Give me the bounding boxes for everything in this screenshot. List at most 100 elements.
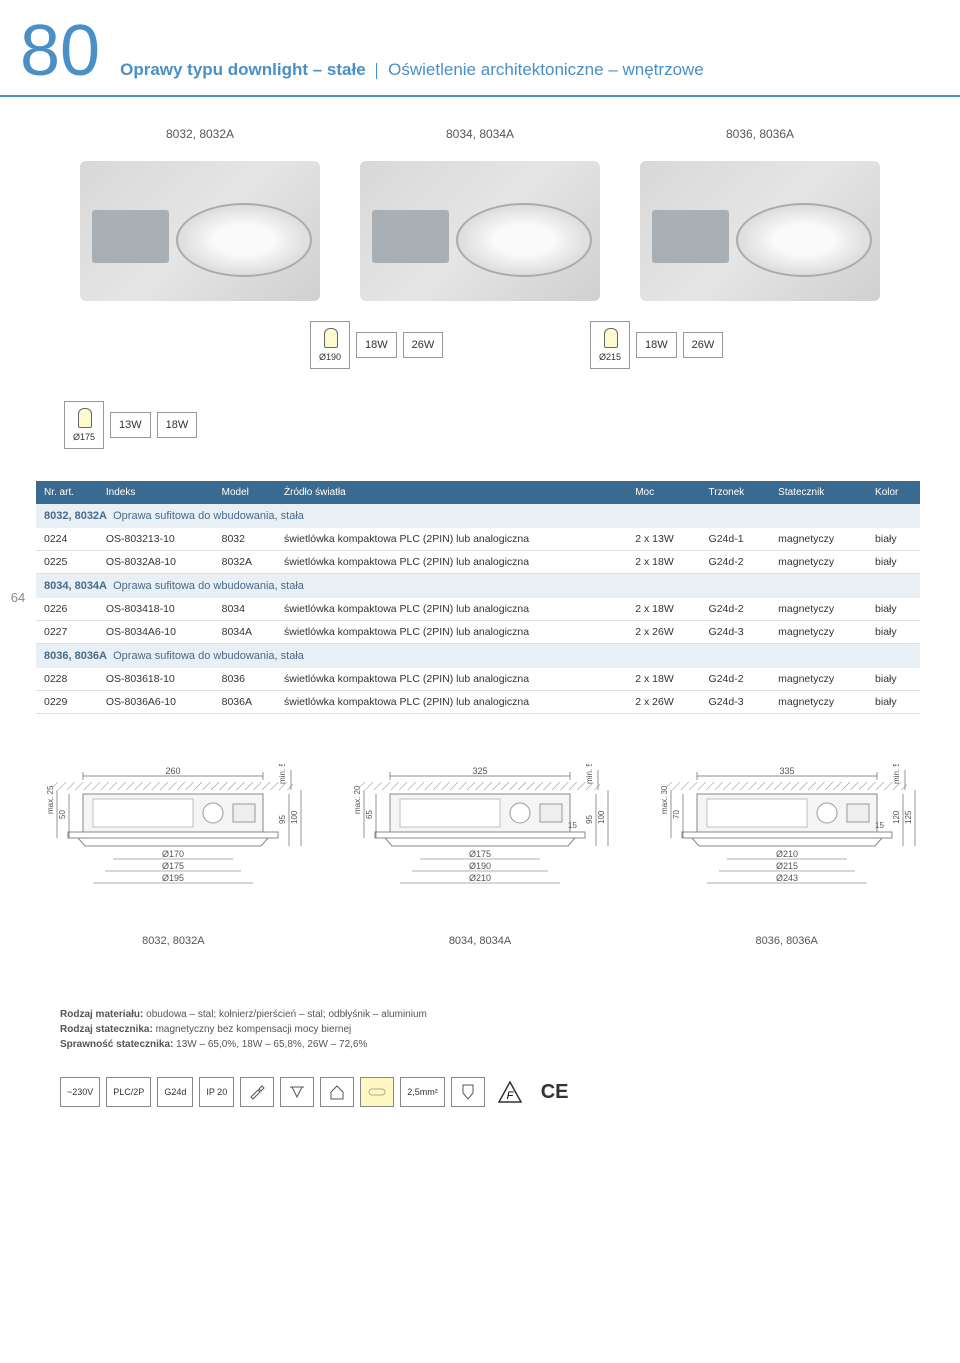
footer-label: Rodzaj statecznika: [60,1024,153,1035]
footer-line: Sprawność statecznika: 13W – 65,0%, 18W … [60,1037,900,1052]
svg-text:120: 120 [892,810,901,824]
table-row: 0224OS-803213-108032świetlówka kompaktow… [36,528,920,551]
diameter-box: Ø215 [590,321,630,369]
bulb-icon [599,328,621,350]
table-cell: 8034A [214,621,276,644]
page-title: Oprawy typu downlight – stałe Oświetleni… [120,60,704,80]
product-images-row [0,151,960,321]
footer-value: obudowa – stal; kołnierz/pierścień – sta… [146,1009,427,1020]
table-cell: 8032A [214,551,276,574]
table-cell: G24d-1 [701,528,771,551]
wattage-box: 13W [110,412,151,438]
table-row: 0228OS-803618-108036świetlówka kompaktow… [36,668,920,691]
technical-drawing: 325 min. 50 15 max. 20 65 95 100 Ø175 Ø1… [340,764,620,924]
table-cell: 0228 [36,668,98,691]
table-cell: magnetyczy [770,528,867,551]
title-separator [376,63,377,79]
svg-text:95: 95 [278,815,287,824]
product-table: Nr. art. Indeks Model Źródło światła Moc… [36,481,920,714]
wattage-box: 18W [356,332,397,358]
ce-mark-icon: CE [535,1077,575,1107]
socket-icon: G24d [157,1077,193,1107]
th-trz: Trzonek [701,481,771,504]
wattage-box: 18W [636,332,677,358]
table-cell: 0226 [36,598,98,621]
svg-text:min. 50: min. 50 [278,764,287,784]
spec-group: Ø190 18W 26W [310,321,443,369]
product-image [360,161,600,301]
table-cell: biały [867,668,920,691]
diagram: 260 min. 50 max. 25 50 95 100 Ø170 Ø175 … [30,764,317,947]
group-name: 8032, 8032A [44,510,107,522]
svg-text:50: 50 [58,810,67,819]
diagram: 335 min. 50 15 max. 30 70 120 125 Ø210 Ø… [643,764,930,947]
bulb-icon [319,328,341,350]
svg-text:100: 100 [597,810,606,824]
table-cell: OS-8032A8-10 [98,551,214,574]
svg-text:Ø215: Ø215 [776,861,798,871]
svg-text:100: 100 [290,810,299,824]
group-desc: Oprawa sufitowa do wbudowania, stała [113,580,304,592]
table-cell: OS-803618-10 [98,668,214,691]
footer-icons: ~230V PLC/2P G24d IP 20 2,5mm² F CE [0,1067,960,1137]
title-part1: Oprawy typu downlight – stałe [120,60,366,79]
page-number: 80 [20,15,100,87]
svg-text:335: 335 [779,766,794,776]
table-cell: magnetyczy [770,668,867,691]
table-header-row: Nr. art. Indeks Model Źródło światła Moc… [36,481,920,504]
table-cell: 8032 [214,528,276,551]
spec-group: Ø175 13W 18W [64,401,197,449]
svg-text:max. 30: max. 30 [660,785,669,814]
table-row: 0226OS-803418-108034świetlówka kompaktow… [36,598,920,621]
svg-text:95: 95 [585,815,594,824]
clip-icon [451,1077,485,1107]
table-cell: biały [867,528,920,551]
product-label: 8036, 8036A [726,127,794,141]
f-class-icon: F [491,1077,529,1107]
svg-text:Ø175: Ø175 [162,861,184,871]
table-cell: 2 x 18W [627,598,700,621]
table-cell: magnetyczy [770,621,867,644]
table-cell: biały [867,598,920,621]
svg-text:125: 125 [904,810,913,824]
diameter-box: Ø190 [310,321,350,369]
svg-text:max. 25: max. 25 [46,785,55,814]
table-cell: 2 x 26W [627,621,700,644]
th-src: Źródło światła [276,481,627,504]
table-cell: 2 x 18W [627,668,700,691]
table-cell: świetlówka kompaktowa PLC (2PIN) lub ana… [276,598,627,621]
svg-text:min. 50: min. 50 [892,764,901,784]
hammer-icon [240,1077,274,1107]
product-label: 8032, 8032A [166,127,234,141]
table-cell: 8036 [214,668,276,691]
table-cell: 2 x 13W [627,528,700,551]
title-part2: Oświetlenie architektoniczne – wnętrzowe [388,60,704,79]
svg-text:max. 20: max. 20 [353,785,362,814]
table-cell: 0225 [36,551,98,574]
table-cell: świetlówka kompaktowa PLC (2PIN) lub ana… [276,528,627,551]
table-cell: biały [867,691,920,714]
svg-text:min. 50: min. 50 [585,764,594,784]
table-cell: świetlówka kompaktowa PLC (2PIN) lub ana… [276,668,627,691]
footer-notes: Rodzaj materiału: obudowa – stal; kołnie… [0,977,960,1067]
table-row: 0227OS-8034A6-108034Aświetlówka kompakto… [36,621,920,644]
th-kolor: Kolor [867,481,920,504]
diameter-box: Ø175 [64,401,104,449]
th-model: Model [214,481,276,504]
table-cell: świetlówka kompaktowa PLC (2PIN) lub ana… [276,691,627,714]
wattage-box: 26W [403,332,444,358]
svg-text:Ø190: Ø190 [469,861,491,871]
table-cell: 8034 [214,598,276,621]
product-labels-row: 8032, 8032A 8034, 8034A 8036, 8036A [0,97,960,151]
group-name: 8034, 8034A [44,580,107,592]
wattage-box: 18W [157,412,198,438]
product-image [640,161,880,301]
th-nr: Nr. art. [36,481,98,504]
diagram: 325 min. 50 15 max. 20 65 95 100 Ø175 Ø1… [337,764,624,947]
technical-drawing: 260 min. 50 max. 25 50 95 100 Ø170 Ø175 … [33,764,313,924]
th-stat: Statecznik [770,481,867,504]
spec-row-2: Ø175 13W 18W [0,401,960,461]
footer-label: Sprawność statecznika: [60,1039,173,1050]
diagram-label: 8034, 8034A [337,935,624,947]
th-moc: Moc [627,481,700,504]
